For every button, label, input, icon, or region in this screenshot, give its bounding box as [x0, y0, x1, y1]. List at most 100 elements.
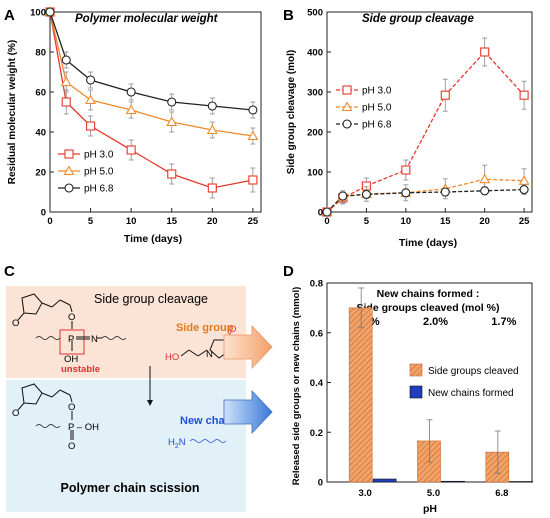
data-point: [322, 207, 332, 217]
x-tick-label: 5.0: [427, 488, 440, 499]
legend-marker: [341, 101, 353, 112]
atom-p-top: P: [68, 334, 74, 345]
legend-label: pH 6.8: [84, 184, 114, 195]
side-group-label: Side group: [176, 322, 234, 334]
y-tick-label: 0: [318, 478, 323, 489]
panel-c-diagram: Side group cleavage Side group O O P N O…: [6, 286, 273, 512]
x-tick-label: 5: [364, 216, 370, 227]
data-point: [126, 87, 136, 97]
reaction-arrowhead: [147, 400, 153, 406]
data-point: [518, 175, 530, 185]
data-point: [207, 183, 217, 193]
ratio-label: 2.0%: [423, 316, 448, 328]
bar: [485, 451, 510, 483]
y-tick-label: 300: [307, 88, 323, 99]
data-point: [167, 169, 177, 179]
data-point: [480, 47, 490, 57]
series-line-0: [49, 11, 254, 189]
legend-label: pH 5.0: [362, 103, 392, 114]
x-tick-label: 5: [88, 216, 94, 227]
y-tick-label: 80: [35, 48, 46, 59]
chart-b: Side group cleavage Time (days) Side gro…: [286, 8, 533, 249]
legend-marker: [64, 149, 74, 159]
legend-label: pH 3.0: [362, 86, 392, 97]
data-point: [248, 105, 258, 115]
data-point: [126, 145, 136, 155]
data-point: [206, 124, 218, 135]
x-tick-label: 10: [126, 216, 137, 227]
y-tick-label: 0.8: [310, 279, 323, 290]
chart-d-subtitle: Side groups cleaved (mol %): [357, 302, 500, 314]
series-line-1: [49, 11, 253, 137]
y-tick-label: 20: [35, 168, 46, 179]
chart-a-ylabel: Residual molecular weight (%): [7, 40, 18, 184]
atom-o-ring-bottom: O: [12, 408, 19, 419]
plot-frame: [326, 11, 533, 213]
x-tick-label: 15: [440, 216, 451, 227]
x-tick-label: 3.0: [359, 488, 372, 499]
series-line-2: [326, 188, 525, 213]
y-tick-label: 200: [307, 128, 323, 139]
x-tick-label: 10: [401, 216, 412, 227]
diagram-top-title: Side group cleavage: [94, 292, 208, 306]
x-tick-label: 25: [519, 216, 530, 227]
y-tick-label: 40: [35, 128, 46, 139]
data-point: [338, 191, 348, 201]
atom-poh-bottom: P – OH: [68, 422, 99, 433]
x-tick-label: 0: [47, 216, 52, 227]
legend-marker: [63, 165, 75, 176]
legend-label: New chains formed: [428, 388, 514, 399]
y-tick-label: 0: [318, 208, 323, 219]
diagram-bottom-box: [6, 380, 246, 512]
data-point: [361, 189, 371, 199]
y-tick-label: 0.6: [310, 328, 323, 339]
atom-n-side: N: [206, 349, 213, 360]
data-point: [125, 104, 137, 115]
diagram-bottom-title: Polymer chain scission: [61, 481, 200, 495]
legend-label: pH 3.0: [84, 150, 114, 161]
legend-swatch: [409, 385, 423, 399]
legend-swatch: [409, 363, 423, 377]
bar: [417, 440, 441, 483]
y-tick-label: 0: [41, 208, 46, 219]
chart-d-title: New chains formed :: [377, 288, 480, 300]
chart-d-ylabel: Released side groups or new chains (mmol…: [291, 287, 302, 486]
bar: [348, 307, 373, 483]
polymer-structure-top: [17, 293, 127, 355]
atom-n-top: N: [91, 334, 98, 345]
atom-oh-top: OH: [64, 354, 78, 365]
atom-o-bottom: O: [68, 402, 75, 413]
bar: [441, 480, 465, 483]
new-chain-wave: [189, 439, 227, 443]
x-tick-label: 6.8: [495, 488, 508, 499]
atom-o-bottom-2: O: [68, 441, 75, 452]
chart-b-xlabel: Time (days): [399, 237, 457, 249]
data-point: [207, 101, 217, 111]
y-tick-label: 500: [307, 8, 323, 19]
y-tick-label: 60: [35, 88, 46, 99]
plot-frame: [49, 11, 262, 213]
atom-h2n: H2N: [168, 437, 186, 450]
data-point: [45, 7, 55, 17]
legend-label: Side groups cleaved: [428, 366, 519, 377]
chart-a-xlabel: Time (days): [124, 233, 182, 245]
x-tick-label: 20: [479, 216, 490, 227]
panel-label-a: A: [4, 7, 15, 24]
y-tick-label: 400: [307, 48, 323, 59]
chart-b-ylabel: Side group cleavage (mol): [286, 50, 297, 174]
data-point: [440, 187, 450, 197]
atom-ho-side: HO: [165, 352, 179, 363]
polymer-structure-bottom: [17, 383, 74, 440]
data-point: [60, 76, 72, 87]
panel-label-c: C: [4, 263, 15, 280]
data-point: [479, 173, 491, 184]
diagram-top-box: [6, 286, 246, 378]
data-point: [86, 121, 96, 131]
data-point: [440, 90, 450, 100]
x-tick-label: 15: [166, 216, 177, 227]
atom-o-top: O: [68, 312, 75, 323]
y-tick-label: 100: [307, 168, 323, 179]
panel-label-b: B: [283, 7, 294, 24]
data-point: [401, 188, 411, 198]
